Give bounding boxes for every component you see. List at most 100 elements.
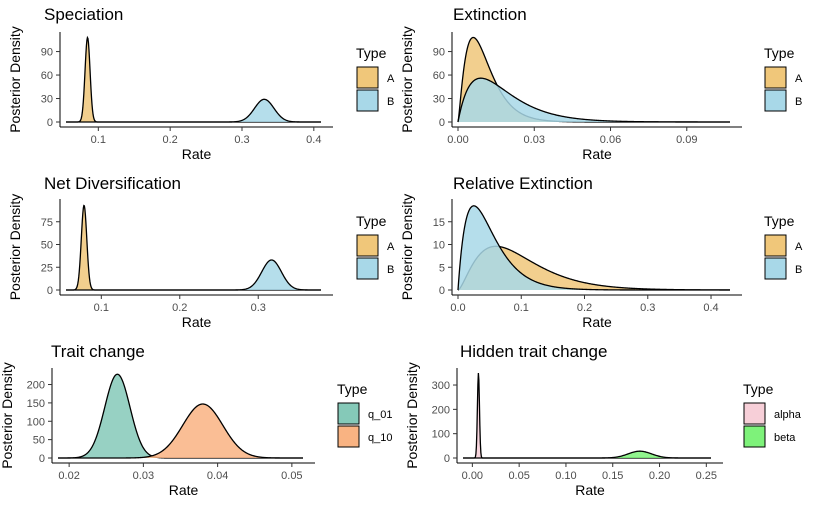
y-tick-label: 50 bbox=[41, 240, 53, 252]
x-axis-label: Rate bbox=[169, 482, 199, 498]
legend-key-B bbox=[764, 257, 787, 280]
density-line-B bbox=[66, 98, 321, 123]
density-line-beta bbox=[463, 450, 711, 459]
x-tick-label: 0.3 bbox=[640, 302, 655, 314]
y-tick-label: 30 bbox=[41, 94, 53, 106]
legend-label: B bbox=[795, 264, 802, 276]
density-line-alpha bbox=[463, 372, 711, 459]
y-tick-label: 90 bbox=[433, 47, 445, 59]
x-axis-label: Rate bbox=[182, 314, 212, 330]
x-tick-label: 0.15 bbox=[602, 470, 623, 482]
y-tick-label: 0 bbox=[47, 285, 53, 297]
x-axis-label: Rate bbox=[575, 482, 605, 498]
x-tick-label: 0.04 bbox=[207, 470, 228, 482]
legend-title: Type bbox=[764, 213, 795, 229]
legend-title: Type bbox=[337, 381, 368, 397]
x-tick-label: 0.2 bbox=[577, 302, 592, 314]
density-area-q_01 bbox=[58, 374, 303, 458]
x-tick-label: 0.4 bbox=[703, 302, 718, 314]
x-tick-label: 0.10 bbox=[555, 470, 576, 482]
y-tick-label: 0 bbox=[39, 453, 45, 465]
legend-label: q_10 bbox=[368, 432, 392, 444]
density-line-B bbox=[457, 77, 730, 123]
x-axis-label: Rate bbox=[582, 314, 612, 330]
density-line-B bbox=[457, 205, 730, 291]
y-tick-label: 25 bbox=[41, 262, 53, 274]
y-axis-label: Posterior Density bbox=[7, 26, 23, 133]
y-axis-label: Posterior Density bbox=[404, 362, 420, 469]
density-area-A bbox=[66, 37, 321, 123]
y-tick-label: 15 bbox=[433, 217, 445, 229]
x-tick-label: 0.03 bbox=[524, 134, 545, 146]
y-tick-label: 0 bbox=[439, 117, 445, 129]
y-tick-label: 0 bbox=[444, 453, 450, 465]
legend-key-beta bbox=[743, 425, 766, 448]
legend-label: B bbox=[795, 96, 802, 108]
legend-title: Type bbox=[764, 45, 795, 61]
chart-title: Relative Extinction bbox=[453, 174, 593, 193]
legend-key-A bbox=[764, 66, 787, 89]
chart-panel-6: Hidden trait change 0 100 200 300 0.00 0.05 0.1… bbox=[404, 342, 802, 498]
legend-label: beta bbox=[774, 432, 796, 444]
y-tick-label: 0 bbox=[47, 117, 53, 129]
y-tick-label: 100 bbox=[432, 429, 450, 441]
chart-title: Speciation bbox=[44, 5, 123, 24]
legend-title: Type bbox=[743, 381, 774, 397]
x-tick-label: 0.00 bbox=[462, 470, 483, 482]
density-area-B bbox=[458, 78, 730, 122]
legend-key-alpha bbox=[743, 402, 766, 425]
x-tick-label: 0.05 bbox=[508, 470, 529, 482]
legend-label: A bbox=[795, 241, 803, 253]
y-tick-label: 50 bbox=[33, 435, 45, 447]
legend-key-B bbox=[356, 89, 379, 112]
x-tick-label: 0.3 bbox=[234, 134, 249, 146]
x-tick-label: 0.06 bbox=[600, 134, 621, 146]
y-axis-label: Posterior Density bbox=[399, 26, 415, 133]
legend-key-A bbox=[356, 234, 379, 257]
x-tick-label: 0.0 bbox=[450, 302, 465, 314]
x-tick-label: 0.02 bbox=[58, 470, 79, 482]
x-tick-label: 0.25 bbox=[696, 470, 717, 482]
legend-label: B bbox=[387, 96, 394, 108]
chart-panel-3: Net Diversification 0 25 50 75 0.1 0.2 0.3 Rate P… bbox=[7, 174, 395, 330]
y-tick-label: 200 bbox=[27, 380, 45, 392]
density-line-A bbox=[66, 35, 321, 123]
legend-label: B bbox=[387, 264, 394, 276]
y-tick-label: 10 bbox=[433, 240, 445, 252]
chart-title: Trait change bbox=[51, 342, 145, 361]
chart-title: Extinction bbox=[453, 5, 527, 24]
legend-title: Type bbox=[356, 213, 387, 229]
x-tick-label: 0.1 bbox=[514, 302, 529, 314]
legend-key-q_01 bbox=[337, 402, 360, 425]
legend-key-q_10 bbox=[337, 425, 360, 448]
y-axis-label: Posterior Density bbox=[399, 194, 415, 301]
x-tick-label: 0.05 bbox=[281, 470, 302, 482]
x-axis-label: Rate bbox=[582, 146, 612, 162]
y-axis-label: Posterior Density bbox=[0, 362, 15, 469]
x-tick-label: 0.2 bbox=[163, 134, 178, 146]
legend-key-A bbox=[764, 234, 787, 257]
chart-title: Hidden trait change bbox=[460, 342, 607, 361]
y-axis-label: Posterior Density bbox=[7, 194, 23, 301]
density-area-B bbox=[66, 259, 321, 290]
chart-panel-5: Trait change 0 50 100 150 200 0.02 0.03 0.04 0.05… bbox=[0, 342, 392, 498]
chart-panel-1: Speciation 0 30 60 90 0.1 0.2 0.3 0.4 Rate Posteri… bbox=[7, 5, 395, 162]
y-tick-label: 300 bbox=[432, 380, 450, 392]
chart-title: Net Diversification bbox=[44, 174, 181, 193]
y-tick-label: 60 bbox=[433, 70, 445, 82]
y-tick-label: 30 bbox=[433, 94, 445, 106]
x-tick-label: 0.09 bbox=[676, 134, 697, 146]
legend-label: A bbox=[387, 241, 395, 253]
chart-panel-2: Extinction 0 30 60 90 0.00 0.03 0.06 0.09 Rate Pos… bbox=[399, 5, 803, 162]
y-tick-label: 0 bbox=[439, 285, 445, 297]
legend-label: A bbox=[795, 73, 803, 85]
y-tick-label: 60 bbox=[41, 70, 53, 82]
density-area-q_10 bbox=[58, 404, 303, 458]
